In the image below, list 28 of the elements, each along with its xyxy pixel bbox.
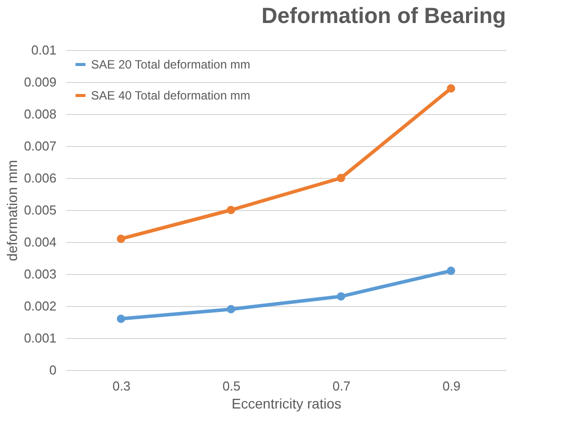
y-tick-label: 0.006 (24, 170, 56, 186)
point (116, 314, 126, 323)
y-tick-label: 0.007 (24, 138, 56, 154)
x-tick-label: 0.7 (332, 378, 351, 394)
point (336, 174, 346, 182)
legend-label: SAE 20 Total deformation mm (91, 58, 250, 72)
point (116, 234, 126, 243)
point (446, 84, 456, 93)
y-tick-label: 0.004 (24, 234, 56, 250)
y-axis-title: deformation mm (4, 160, 20, 262)
point (226, 206, 236, 214)
y-tick-label: 0.01 (31, 42, 56, 58)
x-tick-label: 0.9 (442, 378, 461, 394)
y-tick-label: 0.003 (24, 266, 56, 282)
x-tick-label: 0.5 (222, 378, 241, 394)
point (226, 305, 236, 314)
y-tick-label: 0 (49, 362, 56, 378)
legend-label: SAE 40 Total deformation mm (91, 88, 250, 102)
x-tick-label: 0.3 (112, 378, 131, 394)
x-axis-title: Eccentricity ratios (232, 396, 342, 412)
y-tick-label: 0.008 (24, 106, 56, 122)
point (446, 266, 456, 275)
y-tick-label: 0.005 (24, 202, 56, 218)
point (336, 292, 346, 301)
chart-title: Deformation of Bearing (262, 3, 506, 28)
y-tick-label: 0.009 (24, 74, 56, 90)
y-tick-label: 0.001 (24, 330, 56, 346)
y-tick-label: 0.002 (24, 298, 56, 314)
